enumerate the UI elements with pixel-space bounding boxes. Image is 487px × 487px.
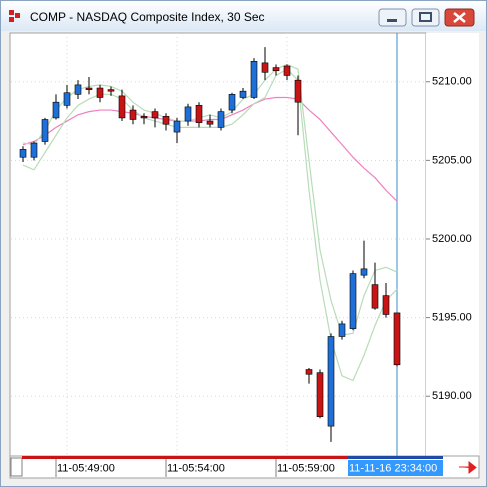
candle-body [30,142,38,158]
candle-body [184,106,192,122]
candle-body [250,61,258,98]
candle-body [41,119,49,142]
window-title: COMP - NASDAQ Composite Index, 30 Sec [30,10,265,24]
candle-body [261,62,269,73]
candle-body [19,149,27,158]
cursor-label-bg [348,460,443,476]
candle-body [162,116,170,125]
scroll-thumb[interactable] [10,457,23,477]
close-button[interactable] [444,8,475,27]
candle-body [74,84,82,95]
plot-content [11,33,425,456]
y-tick-label: 5195.00 [432,312,472,324]
candle-body [349,273,357,329]
candle-body [63,92,71,106]
candle-body [96,87,104,98]
candle-body [283,65,291,76]
candle-body [272,67,280,72]
plot-area [9,32,427,457]
timeline-bar-current [348,456,443,459]
minimize-button[interactable] [378,8,407,27]
y-tick-label: 5210.00 [432,76,472,88]
candle-body [140,116,148,119]
candle-body [393,312,401,366]
candle-body [327,336,335,427]
candle-body [239,90,247,98]
candle-body [228,94,236,111]
y-tick-label: 5200.00 [432,233,472,245]
candle-body [305,369,313,375]
candle-body [52,101,60,119]
x-tick-label: 11-05:54:00 [167,462,225,474]
candle-body [129,109,137,120]
candle-body [173,120,181,133]
candle-body [206,120,214,125]
candle-body [338,323,346,337]
candle-body [382,295,390,315]
candle-body [107,89,115,92]
candle-body [85,87,93,90]
candle-body [360,268,368,276]
app-icon [9,10,20,22]
candle-body [118,95,126,119]
y-tick-label: 5190.00 [432,390,472,402]
candle-body [316,372,324,417]
timeline-bar [22,456,348,459]
candle-body [371,284,379,309]
y-axis-panel [426,33,479,456]
x-tick-label: 11-05:49:00 [57,462,115,474]
cursor-label: 11-11-16 23:34:00 [349,462,437,474]
candle-body [294,79,302,103]
candle-body [217,111,225,128]
x-tick-label: 11-05:59:00 [277,462,335,474]
maximize-button[interactable] [411,8,440,27]
scroll-right-arrow[interactable] [459,460,477,475]
candle-body [195,105,203,123]
y-tick-label: 5205.00 [432,154,472,166]
candle-body [151,111,159,119]
